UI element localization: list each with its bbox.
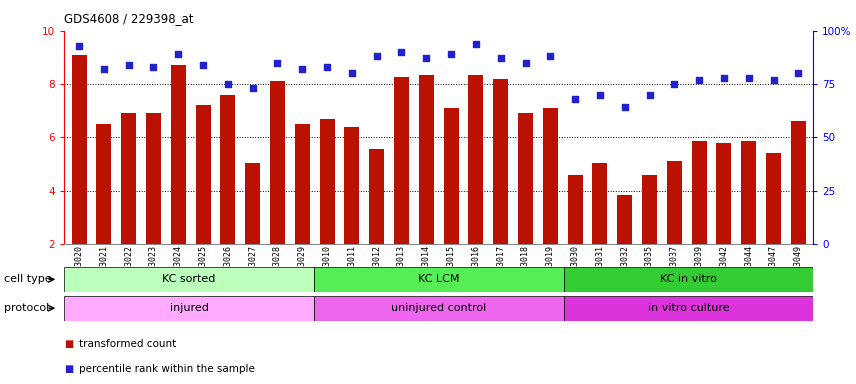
Bar (741, 141, 756, 244)
Point (122, 62, 135, 68)
Bar (246, 162, 260, 244)
Bar (196, 105, 211, 244)
Point (221, 81, 235, 87)
Bar (314, 267, 563, 292)
Text: KC sorted: KC sorted (163, 274, 216, 285)
Text: uninjured control: uninjured control (391, 303, 486, 313)
Bar (642, 175, 657, 244)
Point (146, 64, 160, 70)
Point (742, 74, 756, 81)
Bar (122, 113, 136, 244)
Bar (543, 108, 558, 244)
Bar (314, 296, 563, 321)
Bar (791, 121, 805, 244)
Bar (72, 55, 86, 244)
Point (568, 96, 582, 102)
Text: ■: ■ (64, 364, 74, 374)
Point (196, 62, 210, 68)
Bar (493, 79, 508, 244)
Bar (294, 124, 310, 244)
Bar (563, 296, 813, 321)
Bar (716, 142, 731, 244)
Point (717, 74, 731, 81)
Bar (766, 153, 781, 244)
Text: cell type: cell type (4, 274, 52, 285)
Text: GDS4608 / 229398_at: GDS4608 / 229398_at (64, 12, 193, 25)
Point (494, 55, 508, 61)
Bar (563, 267, 813, 292)
Text: ■: ■ (64, 339, 74, 349)
Point (395, 49, 408, 55)
Bar (221, 94, 235, 244)
Bar (443, 108, 459, 244)
Point (643, 91, 657, 98)
Point (544, 53, 557, 60)
Point (767, 77, 781, 83)
Text: injured: injured (169, 303, 209, 313)
Point (320, 64, 334, 70)
Point (171, 51, 185, 57)
Bar (568, 175, 583, 244)
Bar (394, 77, 409, 244)
Bar (97, 124, 111, 244)
Bar (319, 119, 335, 244)
Point (246, 85, 259, 91)
Text: transformed count: transformed count (79, 339, 176, 349)
Point (72, 43, 86, 49)
Point (270, 60, 284, 66)
Point (519, 60, 532, 66)
Bar (419, 74, 434, 244)
Point (593, 91, 607, 98)
Point (668, 81, 681, 87)
Bar (270, 81, 285, 244)
Text: protocol: protocol (4, 303, 50, 313)
Point (295, 66, 309, 72)
Point (693, 77, 706, 83)
Bar (369, 149, 384, 244)
Point (419, 55, 433, 61)
Bar (64, 267, 314, 292)
Point (618, 104, 632, 111)
Point (792, 70, 805, 76)
Bar (592, 162, 608, 244)
Text: KC in vitro: KC in vitro (660, 274, 716, 285)
Bar (667, 161, 681, 244)
Bar (518, 113, 533, 244)
Text: percentile rank within the sample: percentile rank within the sample (79, 364, 254, 374)
Text: in vitro culture: in vitro culture (647, 303, 729, 313)
Bar (344, 127, 360, 244)
Point (345, 70, 359, 76)
Point (444, 51, 458, 57)
Bar (692, 141, 706, 244)
Text: KC LCM: KC LCM (418, 274, 460, 285)
Point (469, 40, 483, 46)
Point (370, 53, 383, 60)
Point (97, 66, 110, 72)
Bar (617, 195, 632, 244)
Bar (64, 296, 314, 321)
Bar (171, 65, 186, 244)
Bar (146, 113, 161, 244)
Bar (468, 74, 484, 244)
